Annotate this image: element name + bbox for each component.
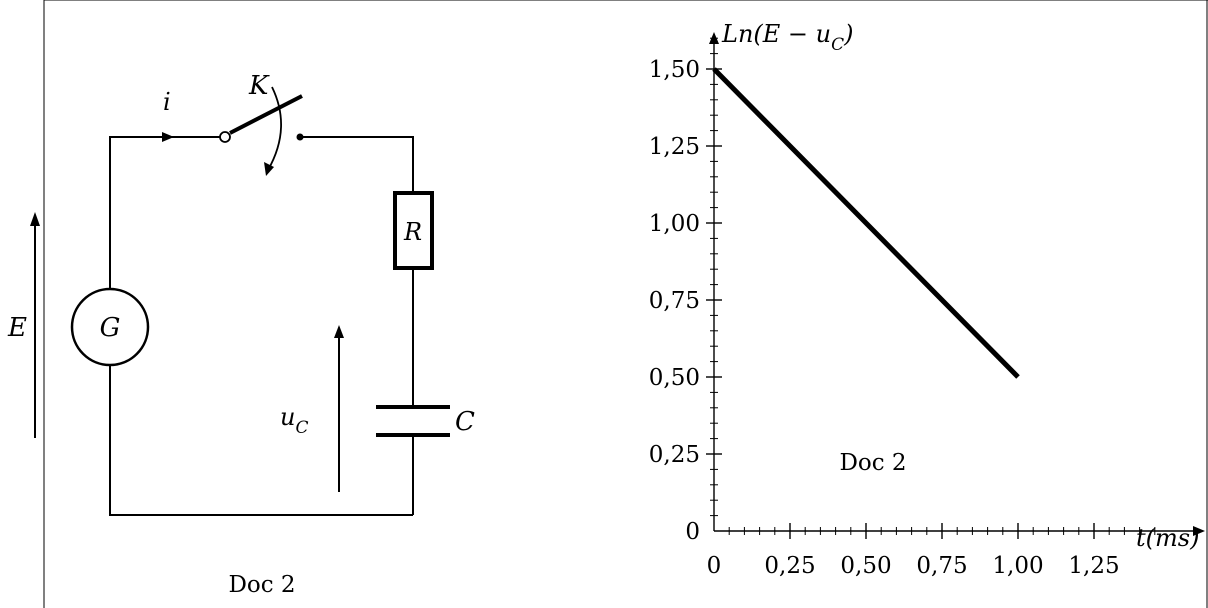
capacitor: C bbox=[376, 405, 475, 437]
x-tick-label: 0,25 bbox=[764, 553, 815, 579]
switch-label: K bbox=[248, 71, 270, 101]
series-line bbox=[712, 67, 1020, 379]
emf-label: E bbox=[7, 313, 27, 343]
capacitor-voltage-label: uC bbox=[280, 403, 308, 438]
x-axis-arrow-icon bbox=[1193, 526, 1205, 536]
circuit-caption: Doc 2 bbox=[228, 572, 295, 598]
x-axis-label: t(ms) bbox=[1136, 524, 1199, 552]
y-tick-label: 0,25 bbox=[649, 442, 700, 468]
generator-label: G bbox=[100, 313, 121, 343]
graph-caption: Doc 2 bbox=[839, 450, 906, 476]
capacitor-label: C bbox=[455, 407, 475, 437]
y-tick-label: 1,50 bbox=[649, 57, 700, 83]
circuit-diagram: i K R C uC G bbox=[7, 71, 475, 598]
switch: K bbox=[219, 71, 304, 176]
figure-frame bbox=[43, 0, 1208, 608]
x-tick-label: 1,25 bbox=[1068, 553, 1119, 579]
generator: G bbox=[70, 287, 150, 367]
x-tick-label: 0 bbox=[707, 553, 722, 579]
y-tick-label: 1,00 bbox=[649, 211, 700, 237]
emf-arrow bbox=[30, 212, 40, 438]
y-axis-label: Ln(E − uC) bbox=[721, 20, 854, 55]
resistor-label: R bbox=[403, 218, 422, 246]
y-tick-label: 0,75 bbox=[649, 288, 700, 314]
circuit-wires bbox=[109, 136, 414, 516]
graph-minor-ticks bbox=[710, 37, 1156, 535]
x-tick-label: 1,00 bbox=[992, 553, 1043, 579]
x-tick-label: 0,50 bbox=[840, 553, 891, 579]
current-arrow-icon bbox=[162, 132, 174, 142]
y-axis-arrow-icon bbox=[709, 32, 719, 44]
graph-y-tick-labels: 0 0,25 0,50 0,75 1,00 1,25 1,50 bbox=[649, 57, 700, 545]
y-tick-label: 0 bbox=[685, 519, 700, 545]
current-label: i bbox=[163, 88, 171, 116]
switch-motion-arrow-icon bbox=[267, 86, 282, 171]
x-tick-label: 0,75 bbox=[916, 553, 967, 579]
graph: 0 0,25 0,50 0,75 1,00 1,25 0 0,25 0,50 0,75 1,00 1… bbox=[649, 20, 1205, 579]
y-tick-label: 0,50 bbox=[649, 365, 700, 391]
resistor: R bbox=[393, 191, 434, 270]
graph-x-tick-labels: 0 0,25 0,50 0,75 1,00 1,25 bbox=[707, 553, 1120, 579]
capacitor-voltage-arrow bbox=[334, 325, 344, 492]
y-tick-label: 1,25 bbox=[649, 134, 700, 160]
